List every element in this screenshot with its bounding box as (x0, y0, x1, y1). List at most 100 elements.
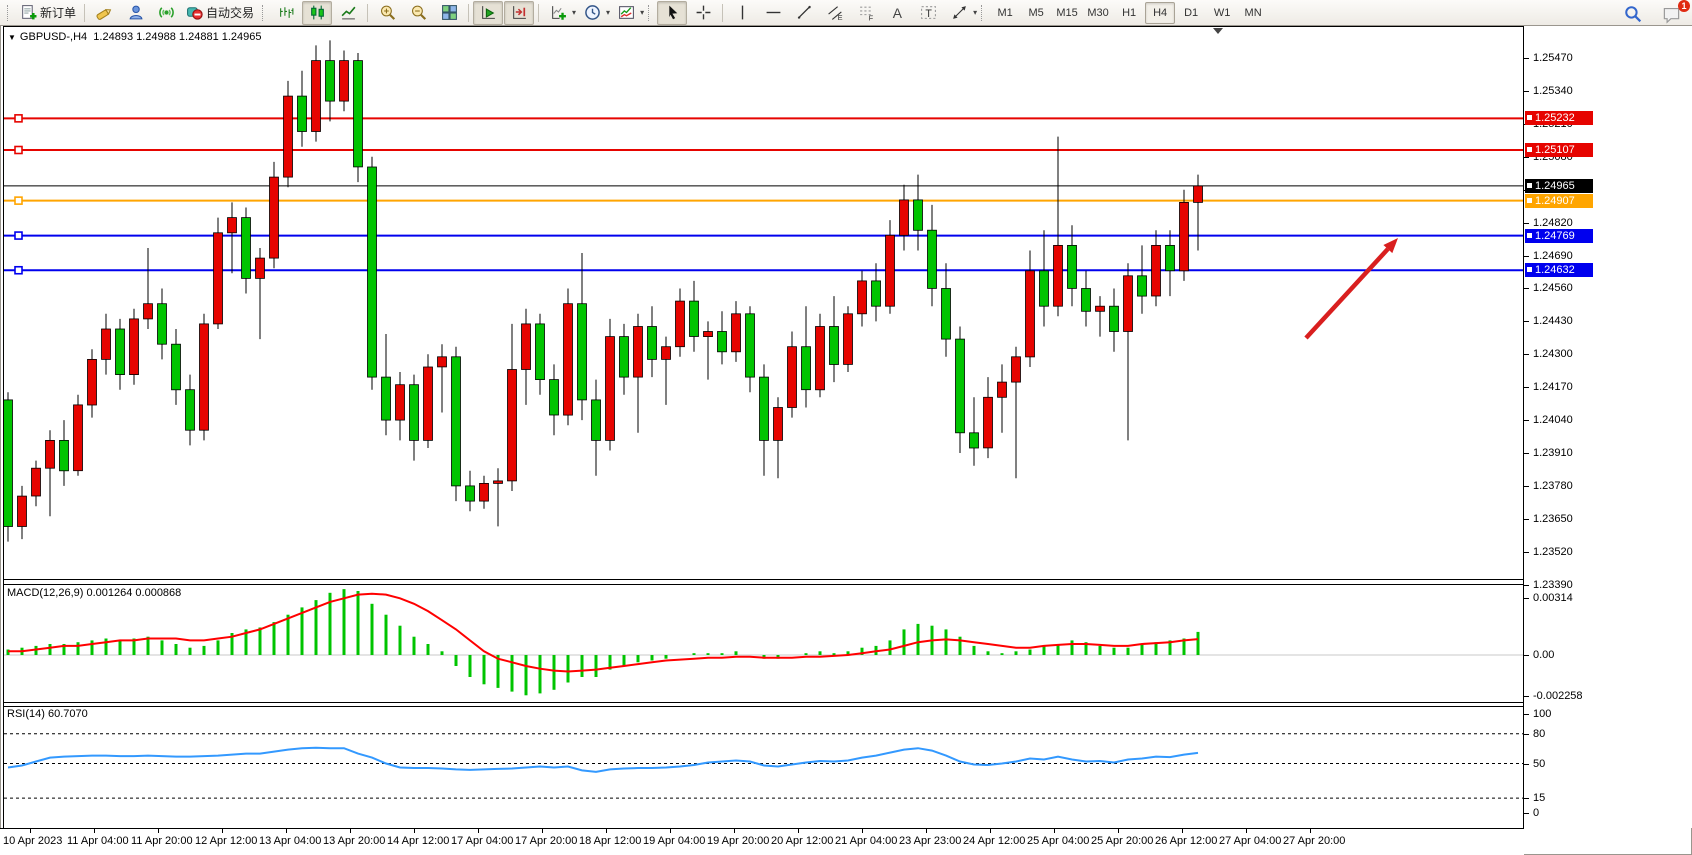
price-tick (1524, 58, 1529, 59)
tile-windows-button[interactable] (434, 1, 464, 25)
candle (689, 300, 699, 337)
signal-button[interactable] (151, 1, 181, 25)
chart-shift-marker[interactable] (1213, 28, 1223, 34)
candle (703, 331, 713, 337)
tf-m1-button[interactable]: M1 (997, 6, 1013, 19)
tf-h1-button[interactable]: H1 (1122, 6, 1137, 19)
equidistant-channel-button[interactable]: E (820, 1, 850, 25)
macd-panel-canvas[interactable] (0, 585, 1523, 701)
tf-m15-button[interactable]: M15 (1056, 6, 1078, 19)
candle (1053, 244, 1063, 307)
arrows-caret[interactable]: ▾ (973, 8, 978, 17)
templates-caret[interactable]: ▾ (640, 8, 645, 17)
time-tick (222, 829, 223, 833)
price-tick (1524, 552, 1529, 553)
auto-trading-button[interactable]: 自动交易 (182, 1, 258, 25)
rsi-panel-canvas[interactable] (0, 707, 1523, 826)
time-label: 14 Apr 12:00 (387, 835, 450, 847)
crayon-icon (95, 9, 111, 20)
price-line-label-1.24769: 1.24769 (1525, 229, 1593, 243)
templates-icon (618, 6, 634, 19)
time-tick (798, 829, 799, 833)
vertical-line-button[interactable] (727, 1, 757, 25)
price-axis-line[interactable] (1523, 26, 1524, 828)
horizontal-line-button[interactable] (758, 1, 788, 25)
chart-shift-button[interactable] (504, 0, 535, 25)
horizontal-line-icon (766, 11, 780, 14)
candle (773, 407, 783, 441)
tf-mn-button[interactable]: MN (1244, 6, 1262, 19)
candlestick-chart-button[interactable] (302, 0, 333, 25)
candle (899, 199, 909, 236)
fibonacci-button[interactable]: F (851, 1, 881, 25)
price-tick-label: 1.24300 (1533, 348, 1573, 360)
add-indicator-button[interactable] (543, 1, 573, 25)
auto-scroll-button[interactable] (473, 0, 504, 25)
candle (1151, 244, 1161, 297)
arrows-button[interactable] (944, 1, 974, 25)
hline-handle[interactable] (14, 196, 23, 205)
price-tick (1524, 321, 1529, 322)
crosshair-button[interactable] (688, 1, 718, 25)
candle (1039, 270, 1049, 307)
templates-button[interactable] (611, 1, 641, 25)
zoom-in-button[interactable] (372, 1, 402, 25)
tile-windows-icon (441, 5, 457, 20)
trendline-button[interactable] (789, 1, 819, 25)
price-chart-canvas[interactable] (0, 27, 1523, 578)
time-tick (734, 829, 735, 833)
price-axis[interactable]: 1.254701.253401.252101.250801.249501.248… (1524, 26, 1692, 828)
price-line-label-1.25232: 1.25232 (1525, 111, 1593, 125)
profile-icon (129, 5, 142, 20)
candle (255, 257, 265, 279)
hline-handle[interactable] (14, 265, 23, 275)
tf-m30-button[interactable]: M30 (1087, 6, 1109, 19)
macd-panel-divider[interactable] (3, 702, 1524, 703)
tf-m5-button[interactable]: M5 (1028, 6, 1044, 19)
crayon-button[interactable] (89, 1, 119, 25)
search-button[interactable] (1618, 2, 1648, 26)
chart-title[interactable]: ▼ GBPUSD-,H4 1.24893 1.24988 1.24881 1.24… (8, 31, 262, 43)
chat-bubble-icon (1663, 7, 1679, 24)
candle (353, 60, 363, 168)
candle (661, 346, 671, 360)
profile-button[interactable] (120, 1, 150, 25)
text-button[interactable]: A (882, 1, 912, 25)
candle (17, 495, 27, 527)
time-axis[interactable]: 10 Apr 2023 11 Apr 04:00 11 Apr 20:00 12 Ap… (0, 828, 1524, 855)
candle (465, 485, 475, 502)
candle (129, 318, 139, 375)
line-chart-icon (341, 6, 356, 20)
new-order-icon (22, 5, 37, 20)
candle (997, 381, 1007, 398)
rsi-tick (1524, 813, 1529, 814)
tf-w1-button[interactable]: W1 (1213, 6, 1231, 19)
price-tick (1524, 288, 1529, 289)
cursor-button[interactable] (657, 0, 688, 25)
add-indicator-caret[interactable]: ▾ (572, 8, 577, 17)
hline-handle[interactable] (14, 231, 23, 240)
new-order-button[interactable]: 新订单 (16, 1, 80, 25)
hline-handle[interactable] (14, 114, 23, 123)
price-pan-divider[interactable] (3, 579, 1524, 580)
tf-d1-button[interactable]: D1 (1184, 6, 1199, 19)
chart-title-collapse-icon[interactable]: ▼ (8, 33, 16, 42)
periods-button[interactable] (577, 1, 607, 25)
tf-h4-button[interactable]: H4 (1145, 1, 1176, 24)
rsi-tick-label: 100 (1533, 708, 1552, 720)
zoom-out-button[interactable] (403, 1, 433, 25)
line-chart-button[interactable] (333, 1, 363, 25)
periods-caret[interactable]: ▾ (606, 8, 611, 17)
bar-chart-button[interactable] (271, 1, 301, 25)
notifications-button[interactable]: 1 (1656, 0, 1690, 26)
candle (213, 232, 223, 325)
hline-handle[interactable] (14, 145, 23, 155)
time-tick (1246, 829, 1247, 833)
candle (927, 229, 937, 289)
annotation-arrow[interactable] (1304, 247, 1390, 340)
text-label-button[interactable]: T (913, 1, 943, 25)
zoom-out-icon (411, 5, 426, 20)
candle (745, 313, 755, 378)
time-label: 25 Apr 20:00 (1091, 835, 1154, 847)
time-tick (30, 829, 31, 833)
